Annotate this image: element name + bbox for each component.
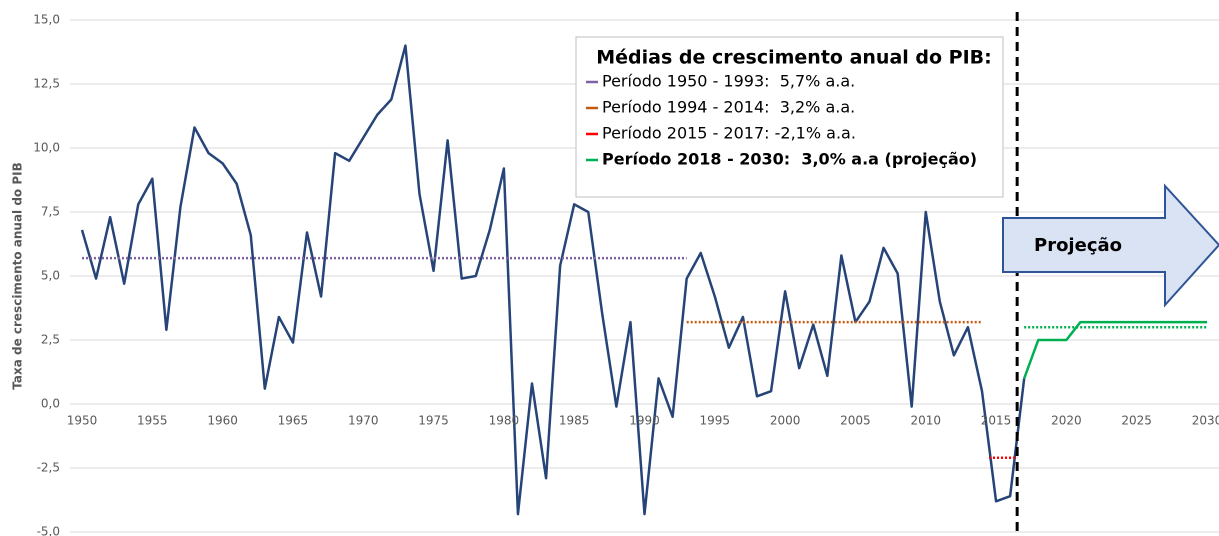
legend-label: Período 2018 - 2030: 3,0% a.a (projeção) — [602, 150, 977, 169]
x-tick-label: 1950 — [67, 414, 98, 428]
legend-label: Período 1950 - 1993: 5,7% a.a. — [602, 72, 855, 91]
y-tick-label: 12,5 — [33, 77, 60, 91]
x-tick-label: 1995 — [700, 414, 731, 428]
legend-label: Período 1994 - 2014: 3,2% a.a. — [602, 98, 855, 117]
x-tick-label: 2015 — [981, 414, 1012, 428]
y-axis-label: Taxa de crescimento anual do PIB — [11, 162, 25, 390]
x-tick-label: 2030 — [1192, 414, 1219, 428]
x-tick-label: 1975 — [418, 414, 449, 428]
series-line — [1023, 320, 1207, 379]
y-tick-label: 0,0 — [41, 397, 60, 411]
y-tick-label: 15,0 — [33, 13, 60, 27]
x-tick-label: 2000 — [770, 414, 801, 428]
x-tick-label: 2020 — [1051, 414, 1082, 428]
x-tick-label: 1965 — [278, 414, 309, 428]
projection-arrow — [1002, 183, 1219, 308]
y-tick-label: -5,0 — [37, 525, 60, 536]
legend-box — [575, 36, 1004, 198]
legend-title: Médias de crescimento anual do PIB: — [596, 47, 991, 69]
y-tick-label: -2,5 — [37, 461, 60, 475]
x-tick-label: 1955 — [137, 414, 168, 428]
x-tick-label: 2025 — [1121, 414, 1152, 428]
x-tick-label: 1985 — [559, 414, 590, 428]
x-tick-label: 1960 — [207, 414, 238, 428]
y-tick-label: 5,0 — [41, 269, 60, 283]
x-tick-label: 2005 — [840, 414, 871, 428]
y-tick-label: 2,5 — [41, 333, 60, 347]
y-tick-label: 10,0 — [33, 141, 60, 155]
series-line — [80, 44, 1026, 516]
x-tick-label: 1980 — [489, 414, 520, 428]
annotation: Projeção — [1034, 235, 1122, 256]
y-tick-label: 7,5 — [41, 205, 60, 219]
x-tick-label: 1970 — [348, 414, 379, 428]
legend-label: Período 2015 - 2017: -2,1% a.a. — [602, 124, 856, 143]
marks — [80, 12, 1207, 536]
x-tick-label: 2010 — [910, 414, 941, 428]
x-tick-label: 1990 — [629, 414, 660, 428]
